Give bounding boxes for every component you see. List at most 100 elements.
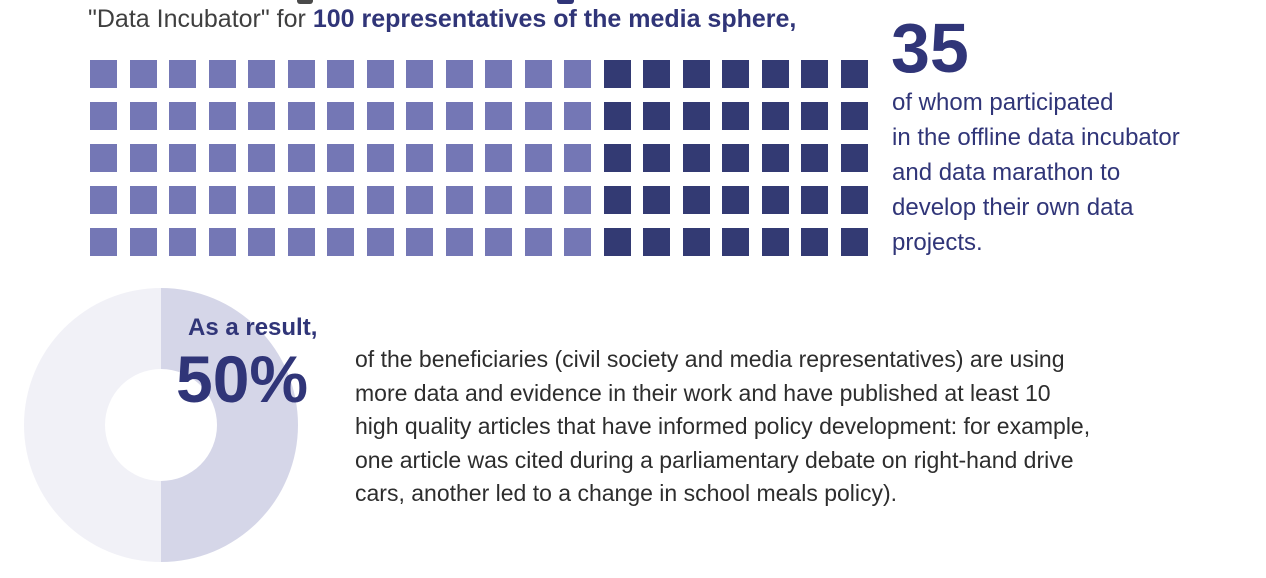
waffle-cell	[722, 60, 749, 88]
headline-emphasis: 100 representatives of the media sphere,	[312, 5, 797, 33]
waffle-cell	[287, 60, 315, 88]
waffle-cell	[248, 228, 275, 256]
waffle-cell	[643, 228, 670, 256]
waffle-cell	[287, 102, 315, 130]
cropped-text-remnant	[557, 0, 574, 4]
waffle-cell	[485, 144, 512, 172]
waffle-cell	[406, 186, 433, 214]
waffle-cell	[643, 186, 670, 214]
stat-35-value: 35	[891, 9, 969, 87]
waffle-cell	[564, 186, 591, 214]
waffle-cell	[208, 228, 236, 256]
waffle-cell	[524, 186, 552, 214]
waffle-cell	[643, 144, 670, 172]
waffle-cell	[801, 228, 828, 256]
waffle-cell	[722, 186, 749, 214]
waffle-cell	[208, 144, 236, 172]
waffle-cell	[129, 228, 157, 256]
donut-hole	[105, 369, 217, 481]
waffle-cell	[327, 144, 354, 172]
waffle-cell	[840, 144, 868, 172]
waffle-cell	[90, 186, 117, 214]
headline: "Data Incubator" for 100 representatives…	[88, 4, 796, 34]
result-description: of the beneficiaries (civil society and …	[355, 343, 1090, 511]
waffle-cell	[287, 186, 315, 214]
waffle-cell	[129, 186, 157, 214]
waffle-cell	[366, 60, 394, 88]
waffle-cell	[524, 102, 552, 130]
waffle-cell	[603, 102, 631, 130]
waffle-cell	[445, 144, 473, 172]
waffle-cell	[129, 60, 157, 88]
waffle-cell	[485, 228, 512, 256]
waffle-cell	[761, 60, 789, 88]
result-description-line: high quality articles that have informed…	[355, 413, 1091, 439]
waffle-cell	[761, 186, 789, 214]
waffle-cell	[445, 102, 473, 130]
waffle-cell	[366, 186, 394, 214]
waffle-cell	[801, 102, 828, 130]
waffle-cell	[90, 102, 117, 130]
waffle-cell	[445, 60, 473, 88]
waffle-cell	[248, 186, 275, 214]
waffle-cell	[248, 102, 275, 130]
waffle-cell	[445, 228, 473, 256]
waffle-cell	[248, 60, 275, 88]
cropped-text-remnant	[297, 0, 313, 4]
waffle-cell	[761, 144, 789, 172]
waffle-cell	[485, 102, 512, 130]
stat-35-description-line: in the offline data incubator	[892, 124, 1180, 151]
waffle-cell	[287, 228, 315, 256]
waffle-cell	[603, 228, 631, 256]
waffle-cell	[327, 102, 354, 130]
waffle-cell	[169, 102, 196, 130]
waffle-cell	[801, 144, 828, 172]
waffle-cell	[603, 60, 631, 88]
waffle-cell	[327, 186, 354, 214]
waffle-cell	[761, 102, 789, 130]
waffle-cell	[682, 228, 710, 256]
waffle-cell	[327, 228, 354, 256]
waffle-cell	[327, 60, 354, 88]
waffle-cell	[90, 60, 117, 88]
result-description-line: one article was cited during a parliamen…	[355, 446, 1074, 473]
waffle-cell	[564, 60, 591, 88]
waffle-cell	[208, 102, 236, 130]
waffle-cell	[90, 144, 117, 172]
waffle-cell	[406, 228, 433, 256]
waffle-cell	[643, 60, 670, 88]
waffle-cell	[485, 186, 512, 214]
waffle-cell	[643, 102, 670, 130]
waffle-cell	[169, 144, 196, 172]
waffle-cell	[761, 228, 789, 256]
waffle-cell	[524, 144, 552, 172]
waffle-cell	[524, 228, 552, 256]
waffle-cell	[445, 186, 473, 214]
waffle-cell	[129, 102, 157, 130]
waffle-cell	[366, 102, 394, 130]
headline-prefix: "Data Incubator" for	[88, 5, 313, 33]
waffle-cell	[564, 228, 591, 256]
waffle-cell	[564, 102, 591, 130]
waffle-chart	[90, 60, 868, 256]
waffle-cell	[129, 144, 157, 172]
waffle-cell	[524, 60, 552, 88]
waffle-cell	[406, 60, 433, 88]
waffle-cell	[248, 144, 275, 172]
result-description-line: of the beneficiaries (civil society and …	[355, 346, 1065, 372]
waffle-cell	[603, 186, 631, 214]
waffle-cell	[406, 102, 433, 130]
stat-35-description-line: and data marathon to	[892, 159, 1121, 186]
waffle-cell	[90, 228, 117, 256]
stat-35-description-line: projects.	[892, 229, 983, 256]
waffle-cell	[722, 228, 749, 256]
waffle-cell	[366, 144, 394, 172]
waffle-cell	[603, 144, 631, 172]
waffle-cell	[682, 186, 710, 214]
waffle-cell	[682, 60, 710, 88]
waffle-cell	[722, 102, 749, 130]
waffle-cell	[169, 60, 196, 88]
result-label: As a result,	[188, 314, 318, 341]
donut-chart	[24, 288, 298, 562]
